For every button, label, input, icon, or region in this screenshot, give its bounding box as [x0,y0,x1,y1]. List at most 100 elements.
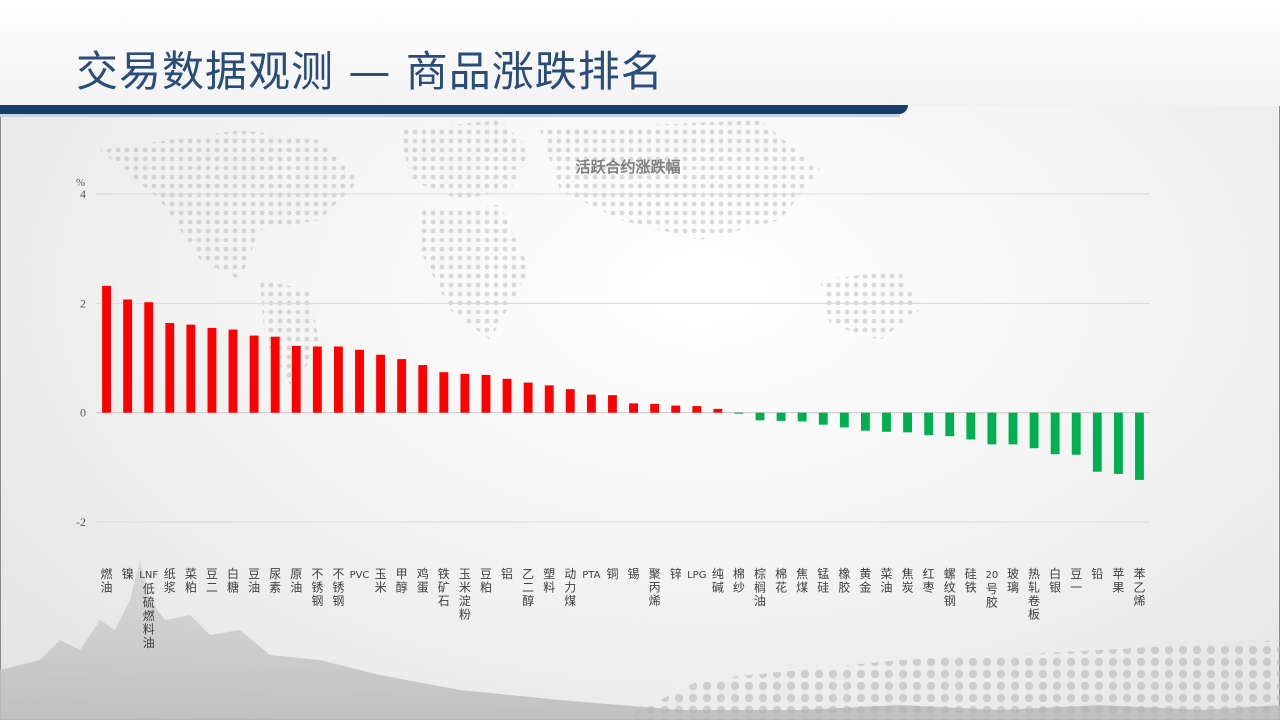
title-rule [0,105,908,114]
bar [776,412,786,421]
bar [355,349,364,413]
world-map-background [100,120,920,385]
bar [207,327,217,413]
bar [481,374,491,413]
bar [291,345,301,413]
category-label: 尿素 [269,567,281,595]
bar [797,412,807,422]
category-label: 铝 [501,566,513,581]
category-label: 原油 [290,567,302,595]
bar [565,389,575,413]
bar [629,403,638,413]
bar [165,323,175,413]
bar [586,394,596,413]
category-label: 豆粕 [480,567,492,595]
chart-title: 活跃合约涨跌幅 [575,158,680,176]
category-label: 玻璃 [1007,567,1019,595]
category-label: 豆一 [1070,567,1082,595]
category-label: 甲醇 [396,567,408,595]
bar [860,412,870,431]
bar [249,335,259,413]
category-label: 镍 [122,567,134,581]
category-label: 锡 [628,566,640,581]
bar [903,412,913,433]
category-label: 螺纹钢 [944,567,956,608]
y-tick-label: 4 [80,187,86,201]
category-label: 红枣 [923,566,935,595]
category-label: 苯乙烯 [1133,567,1145,608]
category-label: 白银 [1049,566,1061,595]
bar [1092,412,1102,472]
category-label: 菜粕 [185,567,197,595]
bar [1135,412,1144,480]
category-label: 纯碱 [712,567,724,595]
category-label: 焦炭 [902,567,914,595]
category-label: 塑料 [543,566,555,595]
y-tick-label: 0 [80,406,86,420]
category-label: 燃油 [101,566,113,595]
header-band [0,0,1280,106]
category-label: 焦煤 [796,567,808,595]
category-label: 鸡蛋 [417,566,429,595]
bar [713,408,723,413]
category-label: 豆油 [248,567,260,595]
bar [966,412,976,440]
y-axis-unit-label: % [76,177,85,189]
category-label: PVC [350,570,370,581]
category-label: 棕榈油 [754,566,766,608]
bar [270,336,280,413]
bar [882,412,891,432]
category-label: 棉纱 [733,567,745,595]
bar [397,359,407,413]
category-label: 苹果 [1112,567,1124,595]
bar [1113,412,1123,474]
category-label: 热轧卷板 [1028,567,1040,622]
category-label: 菜油 [880,567,892,595]
category-label: 硅铁 [965,567,977,595]
category-label: 铅 [1091,567,1103,581]
bar [734,412,744,414]
bar [1050,412,1060,455]
bar [312,346,322,413]
bar [945,412,955,437]
bar [418,365,428,413]
category-label: 不锈钢 [311,567,323,608]
bar [460,373,470,413]
bar [818,412,828,425]
bar [839,412,849,428]
category-label: 白糖 [227,566,239,595]
category-label: LPG [687,570,706,581]
bar [1008,412,1018,445]
category-label: 锌 [670,567,682,581]
category-label: 橡胶 [838,567,850,595]
bar [376,354,386,413]
category-label: 聚丙烯 [649,567,661,608]
bar [228,329,238,413]
category-label: PTA [582,570,600,581]
category-label: 豆二 [206,567,218,595]
category-label: 铜 [606,566,618,581]
y-tick-label: -2 [76,515,86,529]
category-label: 铁矿石 [438,567,450,608]
bar [333,346,343,413]
bar [987,412,997,445]
bar [1071,412,1081,455]
bar [502,378,512,413]
bar [650,403,660,413]
bar [144,302,154,413]
y-tick-label: 2 [80,296,86,310]
category-label: 锰硅 [817,566,829,595]
category-label: 乙二醇 [522,567,534,608]
category-label: 纸浆 [164,567,176,595]
bar [439,372,449,413]
bar [1029,412,1039,449]
bar [608,395,617,413]
category-label: 棉花 [775,567,787,595]
bar [102,285,111,413]
bar [123,299,133,413]
bar [755,412,765,421]
bar [544,385,554,413]
bar-layer [102,285,1144,480]
